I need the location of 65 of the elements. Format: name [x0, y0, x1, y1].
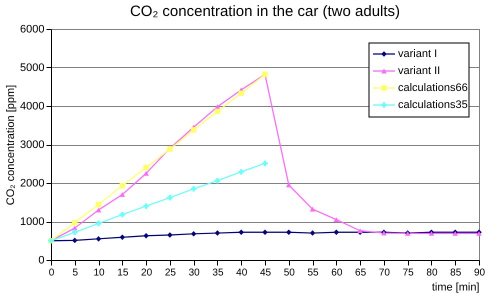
y-tick-label: 3000 — [20, 139, 44, 151]
y-tick-label: 6000 — [20, 24, 44, 36]
legend-label: calculations35 — [398, 99, 468, 111]
y-tick-label: 2000 — [20, 178, 44, 190]
point — [72, 238, 78, 244]
point — [310, 230, 316, 236]
x-tick-label: 0 — [48, 268, 55, 278]
point — [190, 186, 196, 192]
point — [143, 164, 149, 170]
y-tick-label: 4000 — [20, 100, 44, 112]
x-tick-label: 20 — [141, 268, 153, 278]
x-tick-label: 30 — [188, 268, 200, 278]
legend-label: variant II — [398, 65, 440, 77]
point — [96, 220, 102, 226]
x-tick-label: 60 — [331, 268, 343, 278]
point — [238, 90, 244, 96]
point — [214, 108, 220, 114]
point — [120, 182, 126, 188]
point — [72, 220, 78, 226]
x-tick-label: 80 — [426, 268, 438, 278]
point — [96, 202, 102, 208]
y-tick-label: 1000 — [20, 216, 44, 228]
point — [120, 192, 126, 197]
point — [96, 208, 102, 212]
x-tick-label: 50 — [284, 268, 296, 278]
point — [334, 217, 340, 222]
legend-label: calculations66 — [398, 82, 468, 94]
x-tick-label: 70 — [378, 268, 390, 278]
x-tick-label: 45 — [260, 268, 272, 278]
x-tick-label: 55 — [307, 268, 320, 278]
y-tick-label: 5000 — [20, 62, 44, 74]
point — [262, 230, 268, 236]
point — [238, 169, 244, 175]
y-tick-label: 0 — [38, 254, 44, 266]
x-tick-label: 25 — [164, 268, 176, 278]
point — [310, 206, 316, 212]
point — [120, 212, 126, 218]
point — [190, 127, 196, 133]
point — [214, 230, 220, 236]
chart-title: CO₂ concentration in the car (two adults) — [130, 3, 400, 20]
x-tick-label: 65 — [355, 268, 367, 278]
point — [214, 178, 220, 184]
point — [167, 232, 173, 238]
point — [120, 234, 126, 240]
point — [238, 230, 244, 236]
point — [167, 194, 173, 200]
x-tick-label: 85 — [450, 268, 462, 278]
point — [286, 182, 292, 188]
legend-label: variant I — [398, 48, 438, 60]
point — [190, 231, 196, 237]
y-axis-title: CO₂ concentration [ppm] — [5, 84, 18, 206]
x-tick-label: 75 — [402, 268, 414, 278]
x-tick-label: 10 — [93, 268, 106, 278]
point — [72, 230, 78, 236]
point — [334, 230, 340, 236]
point — [286, 230, 292, 236]
point — [143, 233, 149, 238]
x-tick-label: 15 — [117, 268, 129, 278]
point — [96, 236, 102, 242]
x-tick-label: 40 — [236, 268, 248, 278]
x-tick-label: 35 — [212, 268, 224, 278]
x-axis-title: time [min] — [432, 282, 480, 294]
x-tick-label: 5 — [72, 268, 78, 278]
point — [143, 203, 149, 209]
x-tick-label: 90 — [474, 268, 486, 278]
